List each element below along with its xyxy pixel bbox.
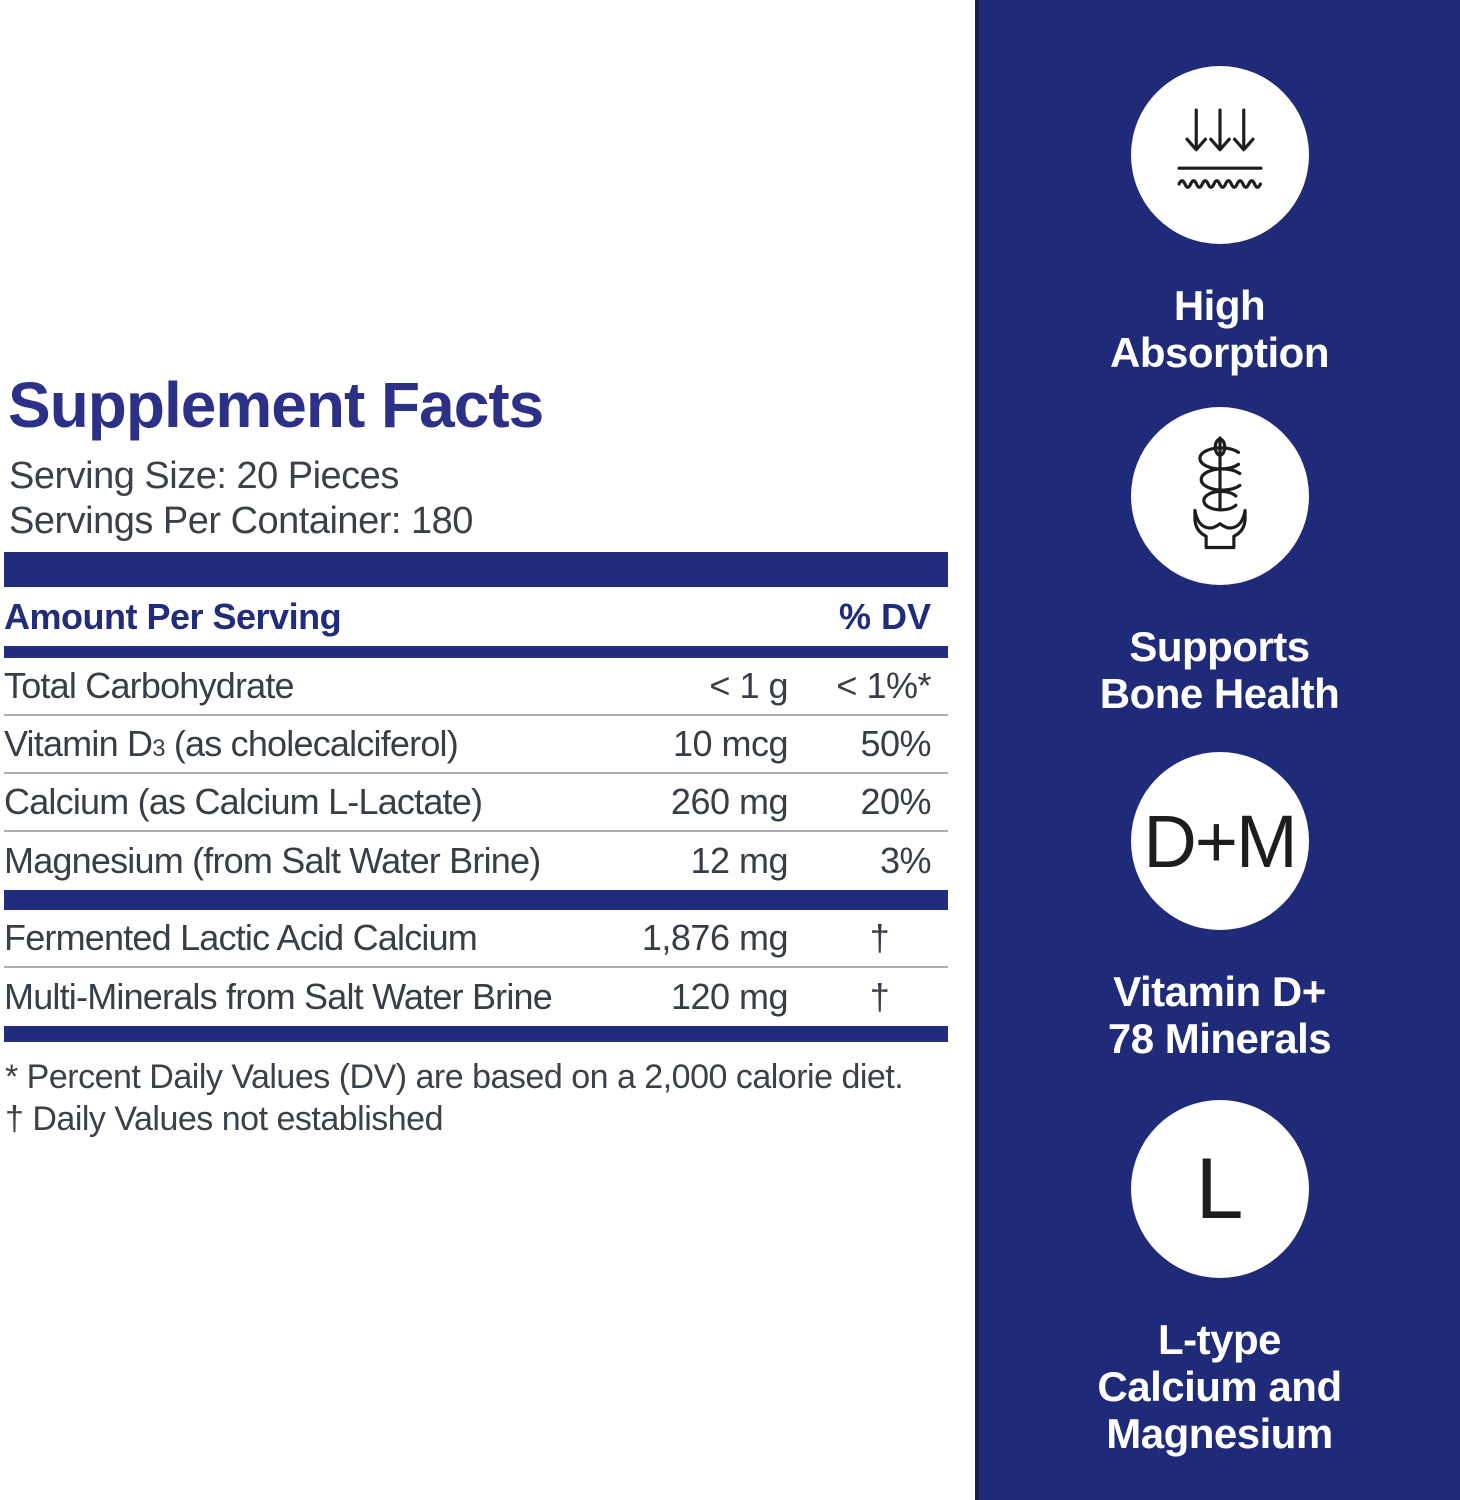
feature-badge: D+M: [1130, 752, 1309, 930]
high-absorption-icon: [1176, 108, 1263, 189]
nutrient-name: Fermented Lactic Acid Calcium: [4, 917, 478, 958]
bone-health-spine-icon: [1192, 436, 1247, 550]
nutrient-dv: 3%: [879, 840, 932, 881]
nutrient-dv: < 1%*: [836, 665, 931, 706]
nutrient-name: Total Carbohydrate: [4, 665, 295, 706]
feature-vitamin-d-minerals: D+M Vitamin D+ 78 Minerals: [979, 752, 1460, 1062]
table-header-row: Amount Per Serving % DV: [4, 587, 948, 646]
feature-label: High Absorption: [1110, 282, 1329, 376]
nutrient-name: Calcium (as Calcium L-Lactate): [4, 781, 483, 822]
percent-dv-header: % DV: [838, 595, 931, 637]
amount-per-serving-header: Amount Per Serving: [4, 595, 342, 637]
nutrient-dv: †: [869, 917, 890, 958]
nutrient-amount: 260 mg: [670, 781, 789, 822]
nutrient-amount: 120 mg: [670, 976, 789, 1017]
divider-bar-medium: [4, 890, 948, 910]
footnote-daily-values: † Daily Values not established: [5, 1100, 443, 1138]
feature-badge: [1130, 407, 1309, 585]
table-row: Multi-Minerals from Salt Water Brine 120…: [4, 968, 948, 1026]
supplement-facts-title: Supplement Facts: [8, 369, 544, 441]
divider-bar-thick: [4, 552, 948, 587]
table-row: Vitamin D3 (as cholecalciferol) 10 mcg 5…: [4, 716, 948, 774]
nutrient-amount: 12 mg: [690, 840, 788, 881]
table-row: Magnesium (from Salt Water Brine) 12 mg …: [4, 832, 948, 890]
nutrient-dv: 50%: [860, 723, 931, 764]
serving-size-text: Serving Size: 20 Pieces: [9, 455, 399, 497]
feature-badge: [1130, 66, 1309, 244]
feature-label: L-type Calcium and Magnesium: [1097, 1316, 1342, 1457]
nutrient-name: Magnesium (from Salt Water Brine): [4, 840, 541, 881]
feature-label: Vitamin D+ 78 Minerals: [1107, 968, 1332, 1062]
nutrient-name: Vitamin D3 (as cholecalciferol): [4, 723, 459, 764]
feature-sidebar: High Absorption Supports Bone Health: [975, 0, 1460, 1500]
l-letter-icon: L: [1195, 1140, 1244, 1237]
footnote-percent-dv: * Percent Daily Values (DV) are based on…: [5, 1058, 904, 1096]
feature-bone-health: Supports Bone Health: [979, 407, 1460, 717]
supplement-facts-table: Amount Per Serving % DV Total Carbohydra…: [4, 552, 948, 1042]
feature-l-type: L L-type Calcium and Magnesium: [979, 1100, 1460, 1457]
nutrient-dv: †: [869, 976, 890, 1017]
table-row: Total Carbohydrate < 1 g < 1%*: [4, 658, 948, 716]
nutrient-amount: < 1 g: [709, 665, 788, 706]
divider-bar-bottom: [4, 1026, 948, 1042]
feature-high-absorption: High Absorption: [979, 66, 1460, 376]
nutrient-amount: 1,876 mg: [641, 917, 789, 958]
feature-badge: L: [1130, 1100, 1309, 1278]
divider-bar-medium: [4, 646, 948, 658]
dm-letters-icon: D+M: [1143, 799, 1297, 883]
table-row: Calcium (as Calcium L-Lactate) 260 mg 20…: [4, 774, 948, 832]
nutrient-dv: 20%: [860, 781, 931, 822]
feature-label: Supports Bone Health: [1099, 623, 1340, 717]
table-row: Fermented Lactic Acid Calcium 1,876 mg †: [4, 910, 948, 968]
nutrient-name: Multi-Minerals from Salt Water Brine: [4, 976, 553, 1017]
nutrient-amount: 10 mcg: [672, 723, 789, 764]
servings-per-container-text: Servings Per Container: 180: [9, 500, 473, 542]
